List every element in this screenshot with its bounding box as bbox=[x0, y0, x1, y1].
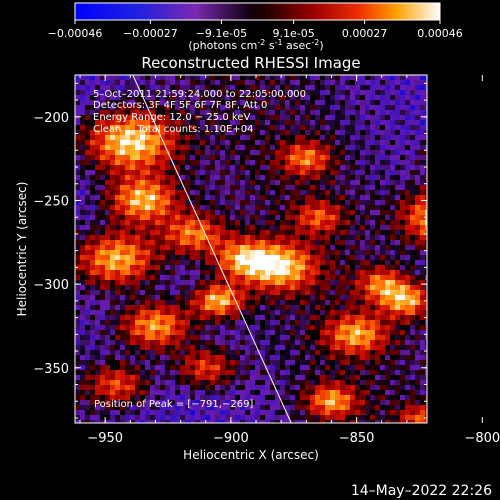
y-axis-label: Heliocentric Y (arcsec) bbox=[15, 182, 29, 317]
annotation-peak: Position of Peak = [−791,−269] bbox=[94, 399, 253, 410]
y-tick-label: −200 bbox=[33, 111, 69, 126]
colorbar-tick-label: −9.1e-05 bbox=[196, 27, 247, 40]
x-tick-label: −850 bbox=[339, 431, 375, 446]
chart-title: Reconstructed RHESSI Image bbox=[141, 54, 360, 72]
colorbar-tick-label: 9.1e-05 bbox=[272, 27, 314, 40]
annotation-time: 5–Oct–2011 21:59:24.000 to 22:05:00.000 bbox=[93, 89, 306, 100]
colorbar-tick-label: 0.00046 bbox=[417, 27, 463, 40]
colorbar-gradient bbox=[74, 2, 441, 21]
x-tick-label: −950 bbox=[87, 431, 123, 446]
y-tick-label: −300 bbox=[33, 278, 69, 293]
y-axis: −200 −250 −300 −350 bbox=[33, 82, 427, 419]
colorbar-units: (photons cm-2 s-1 asec-2) bbox=[188, 38, 323, 52]
annotation-detectors: Detectors: 3F 4F 5F 6F 7F 8F, Att 0 bbox=[93, 100, 267, 111]
annotation-energy: Energy Range: 12.0 − 25.0 keV bbox=[93, 112, 250, 123]
x-axis-label: Heliocentric X (arcsec) bbox=[183, 448, 319, 462]
y-tick-label: −250 bbox=[33, 194, 69, 209]
x-tick-label: −900 bbox=[213, 431, 249, 446]
colorbar-tick-label: 0.00027 bbox=[342, 27, 388, 40]
solar-limb-line bbox=[132, 75, 292, 423]
colorbar-tick-label: −0.00046 bbox=[48, 27, 103, 40]
x-axis: −950 −900 −850 −800 bbox=[79, 75, 500, 446]
annotation-clean: Clean Total counts: 1.10E+04 bbox=[93, 124, 253, 135]
plot-frame bbox=[74, 74, 428, 424]
y-tick-label: −350 bbox=[33, 362, 69, 377]
colorbar: −0.00046 −0.00027 −9.1e-05 9.1e-05 0.00027 0.… bbox=[48, 2, 463, 52]
annotations: 5–Oct–2011 21:59:24.000 to 22:05:00.000 … bbox=[93, 89, 306, 410]
colorbar-ticks: −0.00046 −0.00027 −9.1e-05 9.1e-05 0.00027 0.… bbox=[48, 20, 463, 40]
x-tick-label: −800 bbox=[464, 431, 500, 446]
footer-date: 14–May–2022 22:26 bbox=[351, 483, 492, 499]
heatmap bbox=[75, 75, 427, 423]
colorbar-tick-label: −0.00027 bbox=[123, 27, 178, 40]
